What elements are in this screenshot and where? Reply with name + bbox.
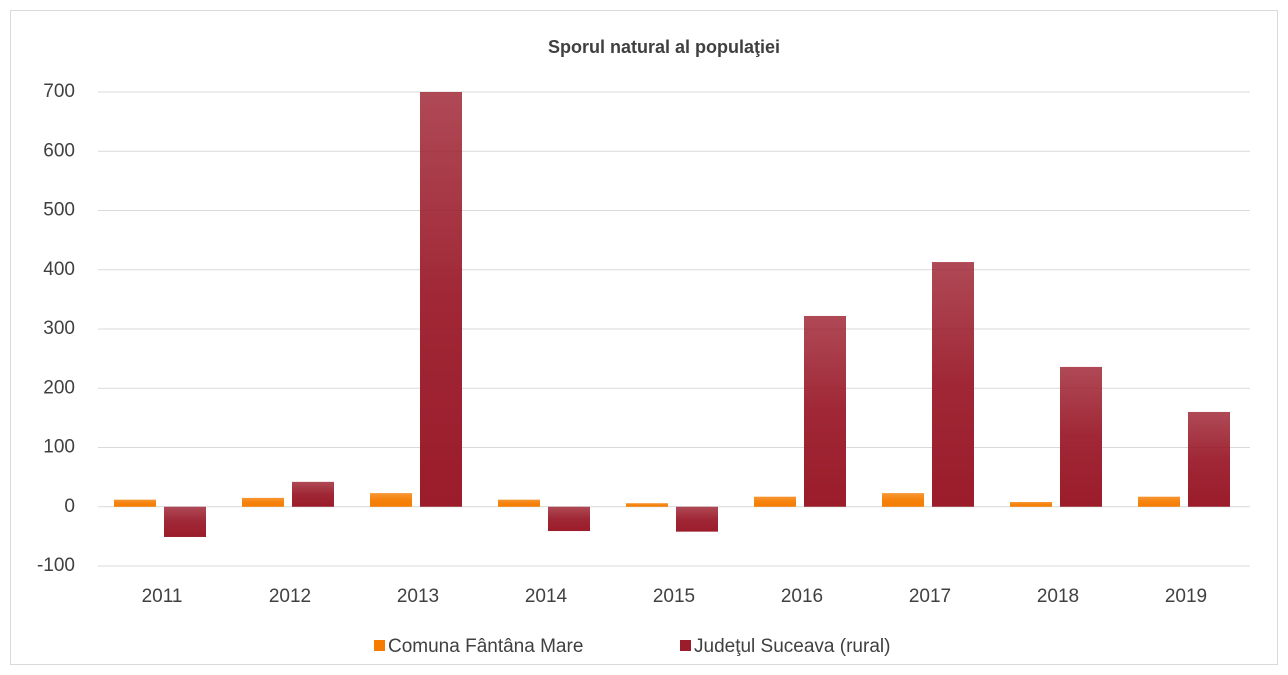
x-tick-label: 2015 [653, 586, 695, 607]
x-tick-label: 2019 [1165, 586, 1207, 607]
x-tick-label: 2014 [525, 586, 568, 607]
bar [292, 481, 334, 507]
bar [1060, 366, 1102, 507]
bar [1138, 496, 1180, 507]
bar [420, 92, 462, 507]
x-tick-label: 2017 [909, 586, 951, 607]
x-tick-label: 2012 [269, 586, 311, 607]
bar [242, 497, 284, 507]
bar [1010, 502, 1052, 507]
x-tick-label: 2018 [1037, 586, 1079, 607]
bar [882, 493, 924, 507]
y-tick-label: -100 [37, 555, 75, 576]
bar [932, 262, 974, 507]
y-tick-label: 0 [64, 496, 75, 517]
y-tick-label: 200 [43, 377, 75, 398]
y-tick-label: 700 [43, 81, 75, 102]
bar [754, 496, 796, 507]
legend-swatch [680, 640, 691, 651]
y-tick-label: 400 [43, 259, 75, 280]
bar [676, 506, 718, 532]
x-tick-label: 2016 [781, 586, 823, 607]
bar [114, 499, 156, 507]
legend-swatch [374, 640, 385, 651]
y-tick-label: 300 [43, 318, 75, 339]
x-tick-label: 2013 [397, 586, 439, 607]
bar [164, 506, 206, 537]
legend-label: Judeţul Suceava (rural) [694, 636, 890, 657]
legend-label: Comuna Fântâna Mare [388, 636, 583, 657]
y-tick-label: 500 [43, 200, 75, 221]
bar [1188, 411, 1230, 507]
chart-frame [10, 10, 1278, 665]
x-tick-label: 2011 [142, 586, 183, 607]
bar [626, 503, 668, 507]
bar [548, 506, 590, 532]
y-tick-label: 100 [43, 437, 75, 458]
bar [498, 499, 540, 507]
bar [370, 493, 412, 507]
bar [804, 315, 846, 507]
chart-title: Sporul natural al populaţiei [548, 37, 780, 57]
y-tick-label: 600 [43, 140, 75, 161]
